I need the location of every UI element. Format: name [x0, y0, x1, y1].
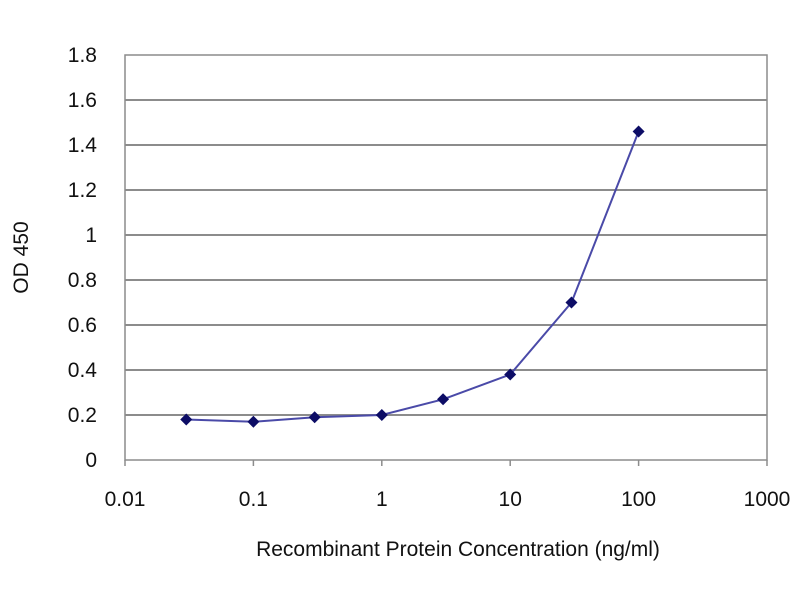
y-axis-tick-labels: 0 0.2 0.4 0.6 0.8 1 1.2 1.4 1.6 1.8	[68, 44, 98, 472]
data-point-marker	[565, 296, 578, 309]
y-tick-label: 0.4	[68, 359, 98, 382]
x-tick-label: 0.1	[239, 488, 268, 511]
series-layer	[180, 125, 645, 428]
y-tick-label: 1.6	[68, 89, 97, 112]
grid-lines	[125, 99, 767, 416]
data-point-marker	[375, 409, 388, 421]
y-tick-label: 1	[85, 224, 97, 247]
y-tick-label: 1.8	[68, 44, 97, 67]
x-tick-label: 0.01	[105, 488, 146, 511]
data-point-marker	[437, 393, 450, 406]
data-point-marker	[504, 368, 517, 381]
plot-area-frame	[124, 54, 768, 461]
x-tick-label: 100	[621, 488, 656, 511]
x-axis-title: Recombinant Protein Concentration (ng/ml…	[256, 538, 660, 561]
data-point-marker	[632, 125, 645, 138]
x-tick-label: 10	[499, 488, 522, 511]
series-line	[186, 131, 640, 423]
y-tick-label: 0.6	[68, 314, 97, 337]
data-point-marker	[247, 415, 260, 428]
y-tick-label: 0.2	[68, 404, 97, 427]
data-point-marker	[308, 411, 321, 424]
x-tick-label: 1000	[744, 488, 791, 511]
x-axis-tick-labels: 0.01 0.1 1 10 100 1000	[105, 460, 791, 511]
data-point-marker	[180, 413, 193, 426]
x-tick-label: 1	[376, 488, 388, 511]
y-tick-label: 1.2	[68, 179, 97, 202]
y-axis-title: OD 450	[10, 221, 33, 293]
y-tick-label: 0	[85, 449, 97, 472]
y-tick-label: 0.8	[68, 269, 97, 292]
y-tick-label: 1.4	[68, 134, 98, 157]
